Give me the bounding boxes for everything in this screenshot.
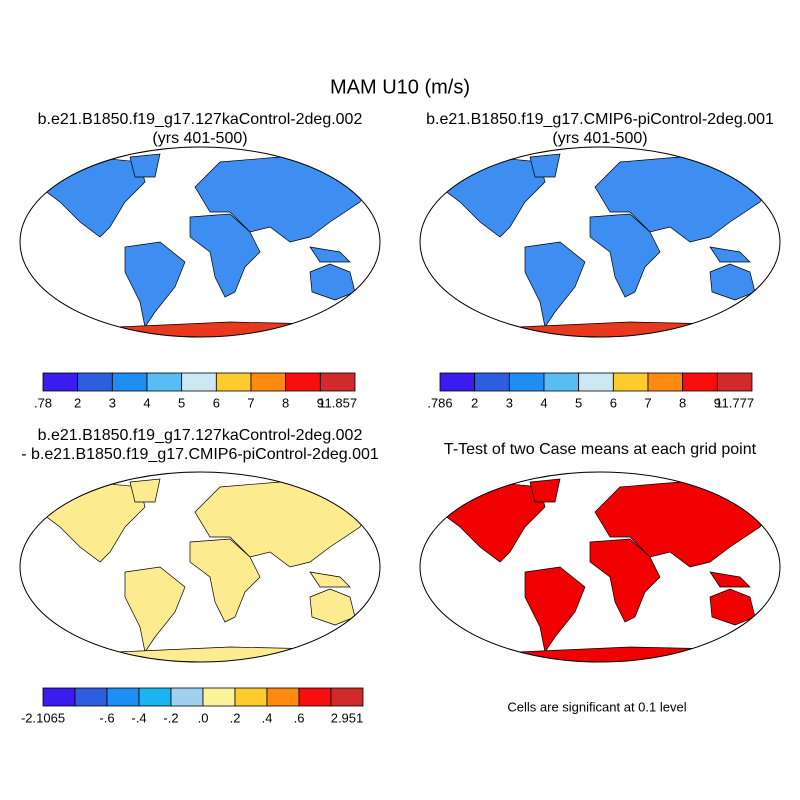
colorbar-label: 7 [247, 395, 254, 410]
colorbar-box [111, 372, 148, 392]
colorbar-box [215, 372, 252, 392]
colorbar-label: 3 [109, 395, 116, 410]
colorbar-label: 2 [471, 395, 478, 410]
panel-subtitle: - b.e21.B1850.f19_g17.CMIP6-piControl-2d… [21, 446, 379, 463]
colorbar-label: .2 [230, 710, 241, 725]
colorbar-label: 6 [610, 395, 617, 410]
colorbar-label: -.2 [163, 710, 178, 725]
land [439, 153, 776, 328]
land [39, 478, 376, 653]
colorbar-label: 4 [540, 395, 547, 410]
colorbar-box [543, 372, 580, 392]
land [39, 153, 376, 328]
colorbar-box [682, 372, 718, 392]
colorbar-box [330, 687, 364, 707]
map [19, 471, 381, 663]
colorbar-label: 5 [575, 395, 582, 410]
map-land [439, 478, 776, 662]
colorbar-box [474, 372, 510, 392]
map-outline [19, 146, 381, 338]
colorbar-box [74, 687, 108, 707]
colorbar-box [106, 687, 140, 707]
colorbar-box [146, 372, 183, 392]
map-outline [419, 471, 781, 663]
colorbar-label: .6 [294, 710, 305, 725]
colorbar-box [202, 687, 236, 707]
panel-title: b.e21.B1850.f19_g17.CMIP6-piControl-2deg… [426, 111, 774, 128]
map-outline [19, 471, 381, 663]
colorbar-box [42, 687, 76, 707]
panel-subtitle: (yrs 401-500) [552, 130, 647, 147]
panel-title: b.e21.B1850.f19_g17.127kaControl-2deg.00… [38, 427, 363, 444]
colorbar-label: 6 [213, 395, 220, 410]
antarctica [439, 321, 776, 337]
colorbar-box [138, 687, 172, 707]
colorbar-label: -2.1065 [21, 710, 65, 725]
map-land [439, 153, 776, 337]
colorbar-box [508, 372, 545, 392]
colorbar-box [170, 687, 204, 707]
map-land [39, 478, 376, 662]
colorbar-box [77, 372, 113, 392]
colorbar-label: .78 [34, 395, 52, 410]
map [419, 146, 781, 338]
colorbar-label: 5 [178, 395, 185, 410]
colorbar-label: 8 [679, 395, 686, 410]
colorbar-label: .786 [427, 395, 452, 410]
colorbar-box [250, 372, 287, 392]
figure-title: MAM U10 (m/s) [330, 76, 470, 98]
colorbar-box [266, 687, 300, 707]
colorbar-box [319, 372, 356, 392]
colorbar-box [612, 372, 649, 392]
colorbar-label: -.4 [131, 710, 146, 725]
colorbar-label: 7 [644, 395, 651, 410]
panel-title: b.e21.B1850.f19_g17.127kaControl-2deg.00… [38, 111, 363, 128]
colorbar-label: 8 [282, 395, 289, 410]
colorbar-box [181, 372, 217, 392]
note: Cells are significant at 0.1 level [507, 699, 686, 714]
panel-subtitle: (yrs 401-500) [152, 130, 247, 147]
colorbar-label: 9 [317, 395, 324, 410]
panel-title: T-Test of two Case means at each grid po… [444, 441, 757, 458]
map [419, 471, 781, 663]
colorbar-label: 11.857 [318, 395, 357, 410]
colorbar-label: .0 [198, 710, 209, 725]
colorbar-box [42, 372, 79, 392]
antarctica [439, 646, 776, 662]
colorbar-box [298, 687, 332, 707]
map-land [39, 153, 376, 337]
colorbar-label: 3 [506, 395, 513, 410]
colorbar-label: .4 [262, 710, 273, 725]
land [439, 478, 776, 653]
antarctica [39, 321, 376, 337]
colorbar-box [234, 687, 268, 707]
map [19, 146, 381, 338]
colorbar-label: -.6 [99, 710, 114, 725]
colorbar-box [578, 372, 614, 392]
colorbar-box [716, 372, 753, 392]
colorbar-label: 11.777 [715, 395, 754, 410]
antarctica [39, 646, 376, 662]
colorbar-label: 2.951 [331, 710, 364, 725]
colorbar-box [647, 372, 684, 392]
colorbar-label: 9 [714, 395, 721, 410]
colorbar-label: 4 [143, 395, 150, 410]
map-outline [419, 146, 781, 338]
colorbar-label: 2 [74, 395, 81, 410]
colorbar-box [285, 372, 321, 392]
colorbar-box [439, 372, 476, 392]
